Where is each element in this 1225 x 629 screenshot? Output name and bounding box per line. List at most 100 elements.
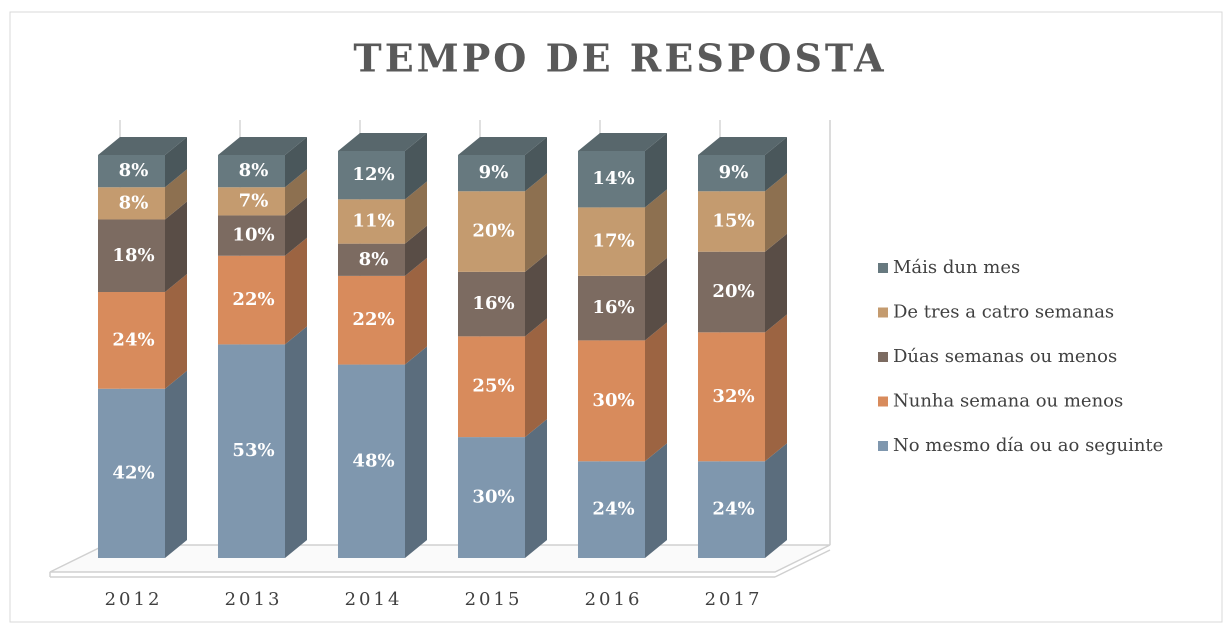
data-label: 8% <box>359 249 389 270</box>
data-label: 20% <box>712 281 754 302</box>
data-label: 16% <box>472 293 514 314</box>
bar-segment <box>98 292 165 389</box>
data-label: 53% <box>232 440 274 461</box>
data-label: 15% <box>712 210 754 231</box>
bar-segment <box>218 215 285 256</box>
bar-segment <box>458 155 525 192</box>
bar-side <box>285 137 307 188</box>
legend-label: Nunha semana ou menos <box>893 391 1123 412</box>
bar-side <box>405 346 427 558</box>
data-label: 25% <box>472 376 514 397</box>
data-label: 11% <box>352 210 394 231</box>
bar-side <box>165 201 187 293</box>
data-label: 22% <box>232 289 274 310</box>
bar-segment <box>338 275 405 365</box>
data-label: 24% <box>592 499 634 520</box>
data-label: 8% <box>239 160 269 181</box>
bar-side <box>525 253 547 337</box>
bar-segment <box>218 155 285 188</box>
bar-segment <box>218 344 285 558</box>
x-tick-label: 2016 <box>585 589 643 610</box>
bar-side <box>165 137 187 188</box>
bar-side <box>285 326 307 558</box>
bar-side <box>645 443 667 558</box>
bar-segment <box>458 437 525 558</box>
bar-segment <box>698 155 765 192</box>
bar-segment <box>458 191 525 272</box>
legend-label: De tres a catro semanas <box>893 302 1114 323</box>
data-label: 24% <box>112 329 154 350</box>
bar-side <box>645 322 667 462</box>
bar-side <box>285 169 307 216</box>
bar-segment <box>698 251 765 333</box>
data-label: 32% <box>712 386 754 407</box>
data-label: 10% <box>232 225 274 246</box>
data-label: 48% <box>352 450 394 471</box>
bar-side <box>765 314 787 462</box>
x-tick-label: 2017 <box>705 589 763 610</box>
bar-top <box>698 137 787 155</box>
legend-label: Máis dun mes <box>893 257 1020 278</box>
bar-side <box>405 132 427 200</box>
legend-marker <box>878 307 888 318</box>
bar-side <box>645 132 667 208</box>
bar-segment <box>698 191 765 252</box>
data-label: 17% <box>592 231 634 252</box>
bar-top <box>338 132 427 151</box>
data-label: 9% <box>479 162 509 183</box>
chart-title: TEMPO DE RESPOSTA <box>353 36 886 81</box>
data-label: 8% <box>119 160 149 181</box>
bar-segment <box>98 219 165 293</box>
bar-segment <box>458 271 525 337</box>
x-tick-label: 2014 <box>345 589 403 610</box>
bar-segment <box>458 336 525 438</box>
bar-side <box>405 181 427 244</box>
bar-segment <box>698 332 765 462</box>
data-label: 22% <box>352 309 394 330</box>
bar-side <box>645 189 667 276</box>
bar-segment <box>98 155 165 188</box>
data-label: 8% <box>119 192 149 213</box>
bar-top <box>458 137 547 155</box>
data-label: 7% <box>239 190 269 211</box>
bar-segment <box>338 150 405 200</box>
bar-side <box>285 197 307 256</box>
bar-side <box>525 137 547 192</box>
bar-segment <box>578 340 645 462</box>
bar-segment <box>98 187 165 220</box>
bar-side <box>525 318 547 438</box>
data-label: 30% <box>592 390 634 411</box>
bar-segment <box>578 207 645 276</box>
bar-side <box>165 274 187 389</box>
bar-top <box>218 137 307 155</box>
data-label: 24% <box>712 499 754 520</box>
legend-marker <box>878 352 888 362</box>
bar-side <box>285 237 307 345</box>
bar-segment <box>218 255 285 345</box>
bar-segment <box>338 364 405 558</box>
bar-top <box>98 137 187 155</box>
bar-segment <box>218 187 285 216</box>
bar-side <box>405 225 427 276</box>
bar-segment <box>98 388 165 558</box>
bar-side <box>765 173 787 252</box>
legend-label: Dúas semanas ou menos <box>893 346 1117 367</box>
x-tick-label: 2012 <box>105 589 163 610</box>
bar-segment <box>578 275 645 341</box>
bar-side <box>405 257 427 365</box>
bar-side <box>765 443 787 558</box>
bar-top <box>578 132 667 151</box>
legend-marker <box>878 263 888 273</box>
bar-side <box>525 173 547 272</box>
data-label: 42% <box>112 462 154 483</box>
bar-segment <box>338 243 405 276</box>
data-label: 9% <box>719 162 749 183</box>
bar-side <box>765 137 787 192</box>
bar-segment <box>338 199 405 244</box>
legend-marker <box>878 441 888 451</box>
bar-segment <box>578 461 645 558</box>
data-label: 20% <box>472 221 514 242</box>
data-label: 14% <box>592 168 634 189</box>
data-label: 16% <box>592 297 634 318</box>
